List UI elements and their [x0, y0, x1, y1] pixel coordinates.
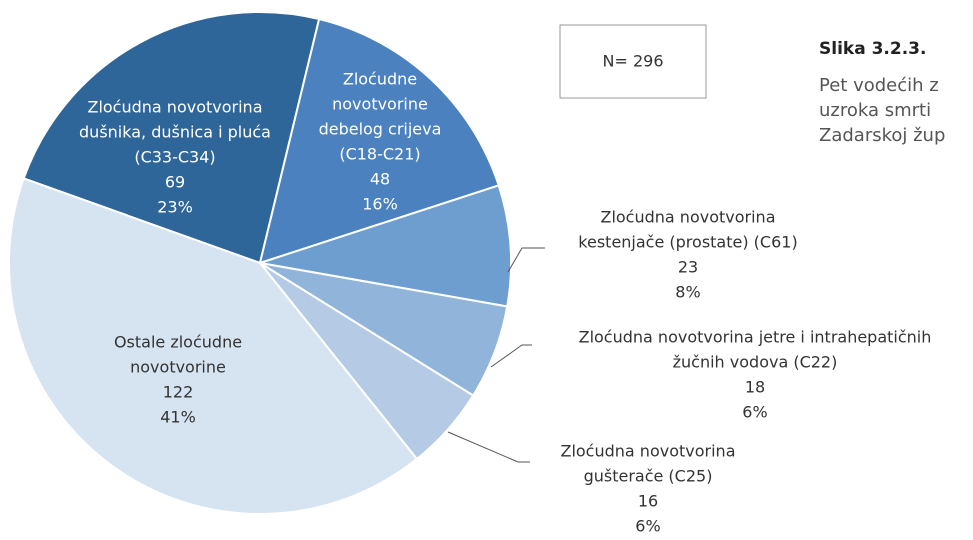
value-label: 122 [163, 383, 194, 402]
slice-label: Zloćudna novotvorina [560, 442, 735, 461]
value-label: 18 [745, 378, 765, 397]
percentage-label: 23% [157, 198, 193, 217]
leader-line [447, 431, 530, 463]
slice-label: Zloćudna novotvorina jetre i intrahepati… [579, 328, 932, 347]
pie-slice [22, 11, 321, 265]
figure-label: Slika 3.2.3. [819, 39, 926, 59]
leader-line [507, 247, 545, 273]
description: Zadarskoj žup [819, 125, 945, 146]
slice-label: debelog crijeva [319, 120, 442, 139]
pie-slice [258, 17, 500, 265]
description: uzroka smrti [819, 100, 931, 121]
slice-label: žučnih vodova (C22) [673, 353, 838, 372]
pie-slice [8, 177, 419, 515]
percentage-label: 6% [742, 403, 767, 422]
slice-label: Zloćudna novotvorina [87, 98, 262, 117]
slice-label: (C33-C34) [134, 148, 215, 167]
slice-label: dušnika, dušnica i pluća [79, 123, 271, 142]
slice-label: gušterače (C25) [584, 467, 713, 486]
percentage-label: 16% [362, 195, 398, 214]
slice-label: Zloćudne [343, 70, 417, 89]
percentage-label: 41% [160, 408, 196, 427]
slice-label: novotvorine [332, 95, 428, 114]
n-box [559, 24, 707, 99]
value-label: 69 [165, 173, 185, 192]
slice-label: novotvorine [130, 358, 226, 377]
slice-label: (C18-C21) [339, 145, 420, 164]
percentage-label: 8% [675, 283, 700, 302]
description: Pet vodećih z [819, 75, 939, 96]
percentage-label: 6% [635, 517, 660, 536]
slice-label: kestenjače (prostate) (C61) [578, 233, 797, 252]
n-label: N= 296 [603, 52, 664, 71]
pie-slice [259, 184, 512, 308]
slice-label: Ostale zloćudne [114, 333, 242, 352]
value-label: 48 [370, 170, 390, 189]
leader-line [490, 344, 532, 368]
slice-label: Zloćudna novotvorina [600, 208, 775, 227]
value-label: 16 [638, 492, 658, 511]
value-label: 23 [678, 258, 698, 277]
